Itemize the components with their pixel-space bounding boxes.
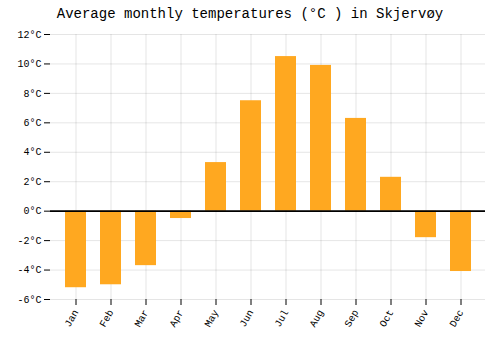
svg-text:Feb: Feb	[98, 308, 117, 329]
svg-text:0°C: 0°C	[23, 206, 41, 217]
svg-text:-6°C: -6°C	[17, 295, 41, 306]
svg-text:Jul: Jul	[273, 308, 292, 329]
html-text:Average monthly temperatures (: Average monthly temperatures (°C ) in Sk…	[56, 6, 444, 22]
svg-text:6°C: 6°C	[23, 118, 41, 129]
svg-text:Apr: Apr	[168, 308, 187, 329]
svg-text:Jan: Jan	[63, 308, 82, 329]
svg-text:Jun: Jun	[238, 308, 257, 329]
svg-text:Nov: Nov	[413, 308, 432, 329]
svg-text:4°C: 4°C	[23, 147, 41, 158]
svg-text:-4°C: -4°C	[17, 265, 41, 276]
svg-text:Aug: Aug	[308, 308, 327, 329]
svg-text:Mar: Mar	[133, 308, 152, 329]
svg-text:Dec: Dec	[448, 308, 467, 329]
svg-text:-2°C: -2°C	[17, 236, 41, 247]
svg-text:12°C: 12°C	[17, 30, 41, 41]
svg-text:10°C: 10°C	[17, 59, 41, 70]
svg-text:Sep: Sep	[343, 308, 362, 329]
svg-text:Oct: Oct	[378, 308, 397, 329]
svg-text:8°C: 8°C	[23, 89, 41, 100]
svg-text:May: May	[203, 308, 222, 329]
svg-text:2°C: 2°C	[23, 177, 41, 188]
